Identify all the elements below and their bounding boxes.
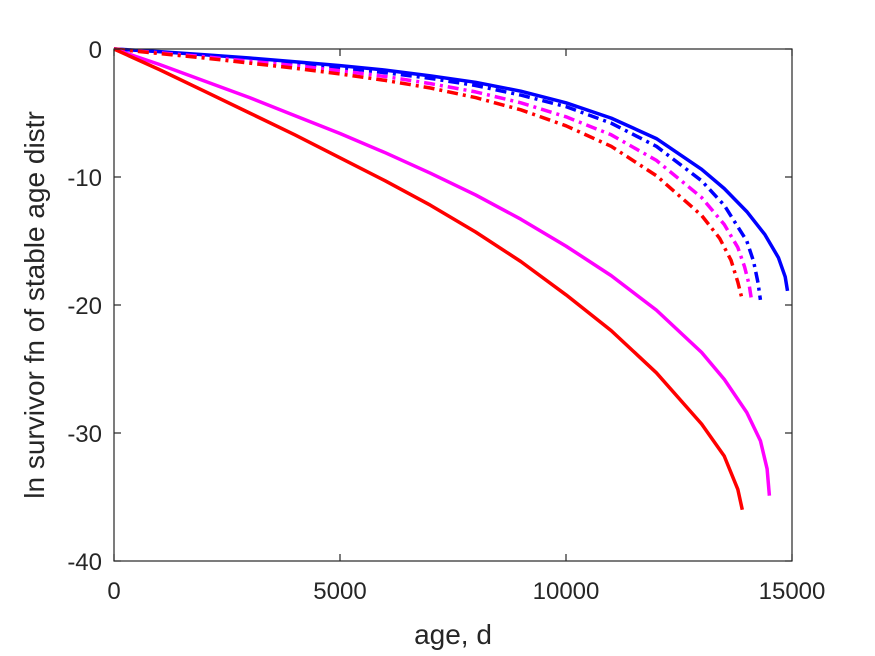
y-axis-title: ln survivor fn of stable age distr xyxy=(19,111,50,499)
series-line-1 xyxy=(113,47,763,301)
series-line-2 xyxy=(113,47,754,299)
y-tick-label-1: -10 xyxy=(67,165,102,192)
series-layer xyxy=(113,47,790,511)
series-line-4 xyxy=(113,47,772,496)
x-tick-label-2: 10000 xyxy=(533,578,600,605)
x-tick-label-1: 5000 xyxy=(313,578,366,605)
y-tick-label-3: -30 xyxy=(67,421,102,448)
series-line-5 xyxy=(113,47,745,511)
ticks-layer: 0 5000 10000 15000 0 -10 -20 -30 -40 xyxy=(67,37,825,605)
series-line-3 xyxy=(113,47,744,301)
y-tick-label-2: -20 xyxy=(67,293,102,320)
x-tick-label-0: 0 xyxy=(107,578,120,605)
x-tick-label-3: 15000 xyxy=(759,578,826,605)
x-axis-title: age, d xyxy=(414,619,492,650)
series-line-0 xyxy=(113,47,790,292)
y-tick-label-4: -40 xyxy=(67,549,102,576)
plot-area-background xyxy=(114,49,792,561)
y-tick-label-0: 0 xyxy=(89,37,102,64)
